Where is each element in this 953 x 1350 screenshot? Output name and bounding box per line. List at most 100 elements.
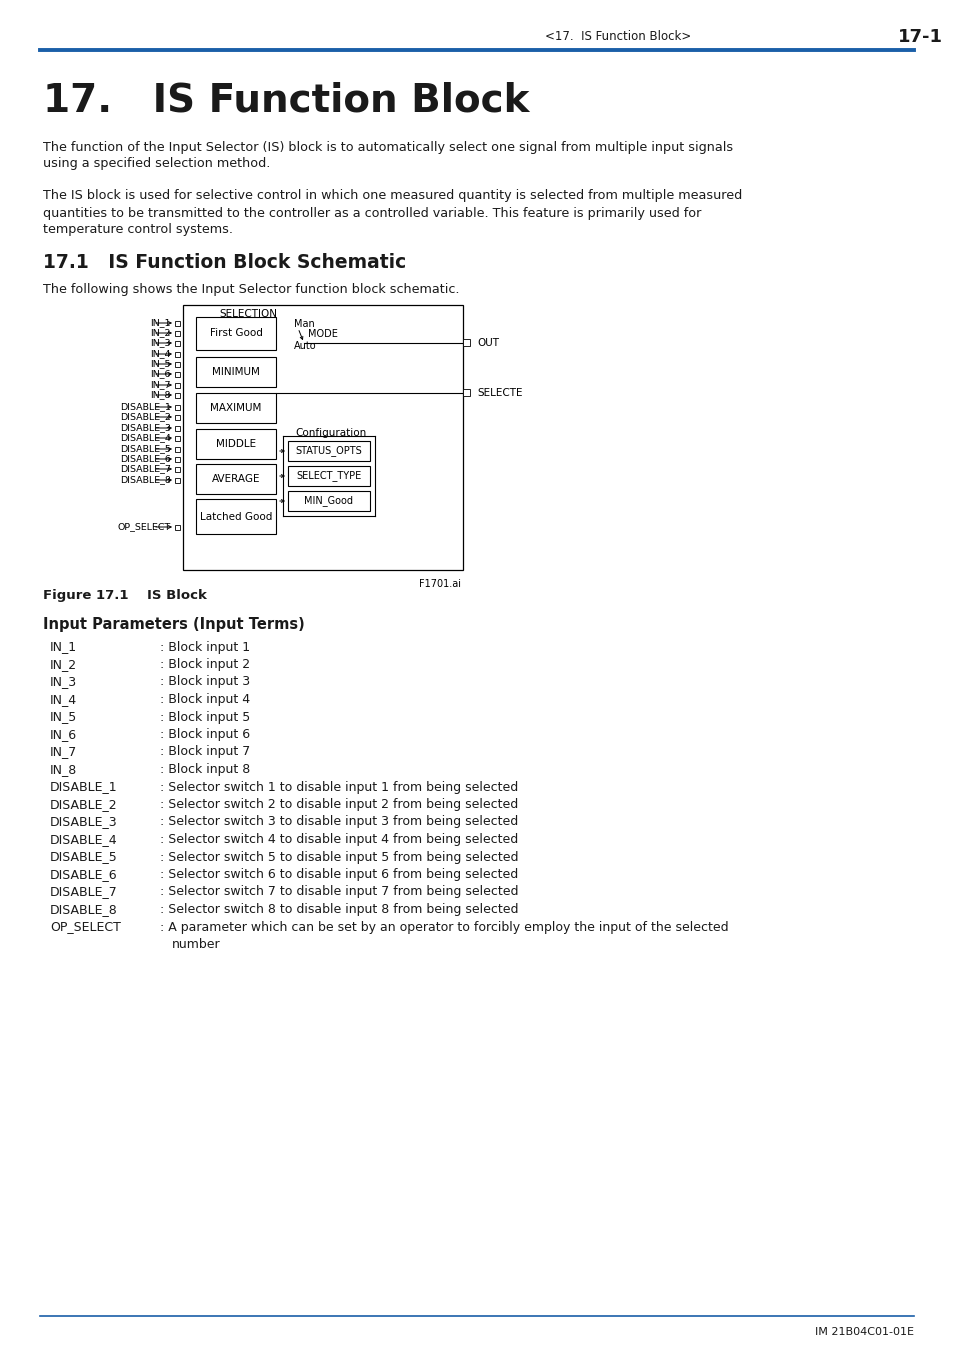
Text: AVERAGE: AVERAGE (212, 474, 260, 485)
Text: IN_7: IN_7 (50, 745, 77, 759)
Text: Input Parameters (Input Terms): Input Parameters (Input Terms) (43, 617, 304, 633)
Text: IN_6: IN_6 (151, 370, 171, 378)
Bar (174, 467, 180, 472)
Text: : Selector switch 1 to disable input 1 from being selected: : Selector switch 1 to disable input 1 f… (160, 780, 517, 794)
Text: MAXIMUM: MAXIMUM (210, 404, 261, 413)
Text: DISABLE_1: DISABLE_1 (50, 780, 117, 794)
Text: : A parameter which can be set by an operator to forcibly employ the input of th: : A parameter which can be set by an ope… (160, 921, 728, 933)
Text: IN_3: IN_3 (50, 675, 77, 688)
Text: DISABLE_6: DISABLE_6 (120, 455, 171, 463)
Text: IN_1: IN_1 (50, 640, 77, 653)
Text: temperature control systems.: temperature control systems. (43, 224, 233, 236)
Text: MODE: MODE (308, 329, 337, 339)
Bar (174, 427, 180, 431)
Text: MIN_Good: MIN_Good (304, 495, 354, 506)
Text: IN_4: IN_4 (50, 693, 77, 706)
Text: MIDDLE: MIDDLE (215, 439, 255, 450)
Text: : Block input 8: : Block input 8 (160, 763, 250, 776)
Text: : Selector switch 4 to disable input 4 from being selected: : Selector switch 4 to disable input 4 f… (160, 833, 517, 846)
Bar (174, 352, 180, 356)
Text: IN_5: IN_5 (151, 359, 171, 369)
Text: 17-1: 17-1 (897, 28, 942, 46)
Text: Auto: Auto (294, 342, 316, 351)
Text: MINIMUM: MINIMUM (212, 367, 259, 377)
Text: DISABLE_5: DISABLE_5 (120, 444, 171, 454)
Text: : Block input 7: : Block input 7 (160, 745, 250, 759)
Text: DISABLE_3: DISABLE_3 (50, 815, 117, 829)
Text: STATUS_OPTS: STATUS_OPTS (295, 446, 362, 456)
Bar (195, 393, 275, 423)
Text: The IS block is used for selective control in which one measured quantity is sel: The IS block is used for selective contr… (43, 189, 741, 202)
Bar (174, 458, 180, 462)
Text: DISABLE_4: DISABLE_4 (50, 833, 117, 846)
Bar (195, 429, 275, 459)
Bar (462, 389, 470, 396)
Text: OP_SELECT: OP_SELECT (117, 522, 171, 532)
Bar (288, 466, 370, 486)
Text: SELECTE: SELECTE (476, 387, 522, 398)
Text: IN_7: IN_7 (151, 381, 171, 390)
Text: DISABLE_8: DISABLE_8 (120, 475, 171, 485)
Text: IN_4: IN_4 (151, 350, 171, 359)
Text: DISABLE_2: DISABLE_2 (50, 798, 117, 811)
Text: IN_8: IN_8 (50, 763, 77, 776)
Text: SELECT_TYPE: SELECT_TYPE (296, 471, 361, 482)
Text: F1701.ai: F1701.ai (418, 579, 460, 589)
Text: using a specified selection method.: using a specified selection method. (43, 158, 270, 170)
Text: Latched Good: Latched Good (199, 512, 272, 521)
Text: DISABLE_8: DISABLE_8 (50, 903, 117, 917)
Text: DISABLE_6: DISABLE_6 (50, 868, 117, 882)
Text: DISABLE_2: DISABLE_2 (120, 413, 171, 421)
Bar (174, 405, 180, 410)
Bar (174, 525, 180, 531)
Text: IN_1: IN_1 (151, 319, 171, 328)
Text: : Selector switch 8 to disable input 8 from being selected: : Selector switch 8 to disable input 8 f… (160, 903, 518, 917)
Bar (462, 339, 470, 346)
Text: Figure 17.1    IS Block: Figure 17.1 IS Block (43, 590, 207, 602)
Text: number: number (172, 938, 220, 950)
Bar (174, 331, 180, 336)
Bar (183, 305, 462, 570)
Text: First Good: First Good (210, 328, 262, 339)
Bar (195, 500, 275, 535)
Bar (195, 356, 275, 387)
Text: IN_2: IN_2 (50, 657, 77, 671)
Bar (288, 441, 370, 460)
Bar (174, 436, 180, 441)
Text: DISABLE_1: DISABLE_1 (120, 402, 171, 412)
Text: : Block input 3: : Block input 3 (160, 675, 250, 688)
Bar (174, 373, 180, 377)
Bar (195, 317, 275, 350)
Text: : Block input 4: : Block input 4 (160, 693, 250, 706)
Text: IN_8: IN_8 (151, 390, 171, 400)
Text: OUT: OUT (476, 338, 498, 348)
Text: : Block input 5: : Block input 5 (160, 710, 250, 724)
Text: <17.  IS Function Block>: <17. IS Function Block> (544, 31, 690, 43)
Text: 17.   IS Function Block: 17. IS Function Block (43, 81, 529, 119)
Text: : Selector switch 7 to disable input 7 from being selected: : Selector switch 7 to disable input 7 f… (160, 886, 518, 899)
Text: quantities to be transmitted to the controller as a controlled variable. This fe: quantities to be transmitted to the cont… (43, 207, 700, 220)
Text: 17.1   IS Function Block Schematic: 17.1 IS Function Block Schematic (43, 252, 406, 271)
Text: : Block input 1: : Block input 1 (160, 640, 250, 653)
Bar (174, 321, 180, 325)
Text: DISABLE_4: DISABLE_4 (120, 433, 171, 443)
Text: DISABLE_3: DISABLE_3 (120, 424, 171, 432)
Text: : Selector switch 3 to disable input 3 from being selected: : Selector switch 3 to disable input 3 f… (160, 815, 517, 829)
Text: The function of the Input Selector (IS) block is to automatically select one sig: The function of the Input Selector (IS) … (43, 140, 732, 154)
Text: Configuration: Configuration (295, 428, 366, 437)
Text: IN_6: IN_6 (50, 728, 77, 741)
Bar (288, 491, 370, 512)
Text: SELECTION: SELECTION (219, 309, 276, 319)
Text: IN_2: IN_2 (151, 328, 171, 338)
Bar (174, 342, 180, 346)
Text: IM 21B04C01-01E: IM 21B04C01-01E (814, 1327, 913, 1336)
Text: DISABLE_5: DISABLE_5 (50, 850, 117, 864)
Text: : Block input 2: : Block input 2 (160, 657, 250, 671)
Text: DISABLE_7: DISABLE_7 (120, 464, 171, 474)
Bar (174, 447, 180, 452)
Text: IN_3: IN_3 (151, 339, 171, 347)
Bar (174, 383, 180, 387)
Text: : Selector switch 2 to disable input 2 from being selected: : Selector switch 2 to disable input 2 f… (160, 798, 517, 811)
Text: The following shows the Input Selector function block schematic.: The following shows the Input Selector f… (43, 284, 459, 297)
Text: IN_5: IN_5 (50, 710, 77, 724)
